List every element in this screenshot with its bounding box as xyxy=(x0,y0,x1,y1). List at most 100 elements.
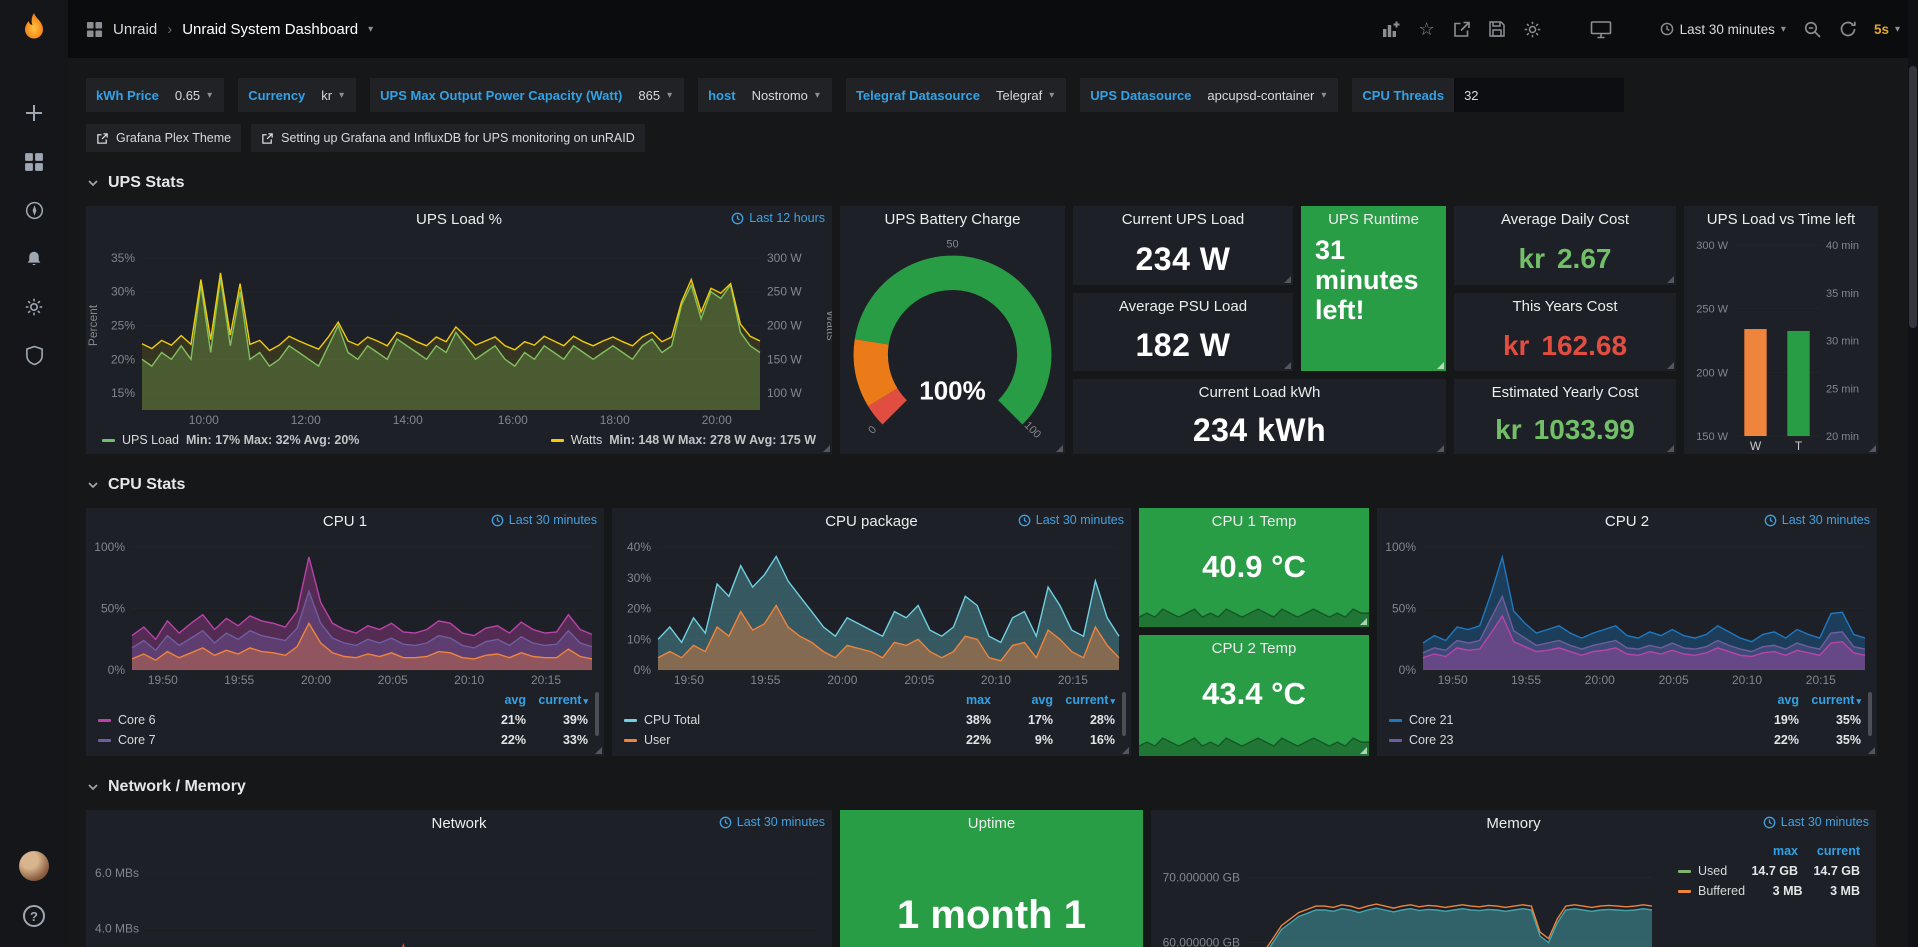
legend-sort-current[interactable]: current ▾ xyxy=(1065,693,1115,707)
variable-value-dropdown[interactable]: apcupsd-container ▾ xyxy=(1207,87,1327,103)
configuration-gear-icon[interactable] xyxy=(24,297,44,317)
variable-value-dropdown[interactable]: 0.65 ▾ xyxy=(174,87,213,103)
add-panel-icon[interactable] xyxy=(1381,19,1401,39)
legend-scrollbar[interactable] xyxy=(595,692,599,736)
legend-series-toggle[interactable]: Core 6 xyxy=(98,713,464,727)
legend-sort-avg[interactable]: avg xyxy=(1031,693,1053,707)
apps-grid-icon[interactable] xyxy=(86,21,103,38)
panel-title[interactable]: Current UPS Load xyxy=(1121,211,1245,228)
panel-title[interactable]: Estimated Yearly Cost xyxy=(1491,384,1639,401)
explore-compass-icon[interactable] xyxy=(24,200,45,221)
cycle-view-monitor-icon[interactable] xyxy=(1590,20,1612,39)
panel-title[interactable]: CPU 1 xyxy=(322,513,368,530)
legend-sort-current[interactable]: current ▾ xyxy=(538,693,588,707)
legend-item-ups-load[interactable]: UPS Load Min: 17% Max: 32% Avg: 20% xyxy=(102,433,359,447)
cpu1-chart[interactable]: 0% 50% 100% 19:50 19:55 20:00 20:05 20:10 20:15 xyxy=(86,535,604,688)
alerting-bell-icon[interactable] xyxy=(24,249,44,269)
legend-series-toggle[interactable]: CPU Total xyxy=(624,713,929,727)
legend-series-toggle[interactable]: User xyxy=(624,733,929,747)
variable-ups-datasource[interactable]: UPS Datasource apcupsd-container ▾ xyxy=(1080,78,1339,112)
panel-title[interactable]: UPS Runtime xyxy=(1328,211,1419,228)
save-icon[interactable] xyxy=(1488,20,1506,38)
dashboard-settings-gear-icon[interactable] xyxy=(1523,20,1542,39)
legend-series-toggle[interactable]: Buffered xyxy=(1678,884,1745,898)
panel-title[interactable]: Average PSU Load xyxy=(1118,298,1248,315)
battery-gauge[interactable]: 0 50 100 100% xyxy=(840,233,1065,454)
panel-title[interactable]: CPU 1 Temp xyxy=(1211,513,1297,530)
legend-series-toggle[interactable]: Core 21 xyxy=(1389,713,1737,727)
cpu-package-chart[interactable]: 0% 10% 20% 30% 40% 19:50 19:55 20:00 20:05 20:10 2… xyxy=(612,535,1131,688)
refresh-interval-picker[interactable]: 5s ▾ xyxy=(1874,22,1900,37)
variable-kwh-price[interactable]: kWh Price 0.65 ▾ xyxy=(86,78,225,112)
cpu-threads-input[interactable] xyxy=(1454,78,1625,112)
panel-title[interactable]: CPU package xyxy=(825,513,918,530)
variable-value-dropdown[interactable]: kr ▾ xyxy=(321,87,345,103)
dashboards-icon[interactable] xyxy=(24,152,44,172)
panel-title[interactable]: Memory xyxy=(1486,815,1541,832)
legend-series-toggle[interactable]: Core 23 xyxy=(1389,733,1737,747)
panel-time-override[interactable]: Last 30 minutes xyxy=(1763,815,1869,829)
legend-sort-avg[interactable]: avg xyxy=(1777,693,1799,707)
legend-sort-current[interactable]: current ▾ xyxy=(1811,693,1861,707)
server-admin-shield-icon[interactable] xyxy=(25,345,44,366)
legend-sort-max[interactable]: max xyxy=(1772,844,1798,858)
panel-title[interactable]: CPU 2 Temp xyxy=(1211,640,1297,657)
ups-load-chart[interactable]: 15% 20% 25% 30% 35% 100 W 150 W 200 W 250 W 300 W… xyxy=(86,233,832,428)
share-icon[interactable] xyxy=(1452,20,1471,39)
variable-host[interactable]: host Nostromo ▾ xyxy=(698,78,832,112)
panel-time-override[interactable]: Last 30 minutes xyxy=(719,815,825,829)
legend-row: Core 6 21% 39% xyxy=(98,710,588,730)
panel-time-override[interactable]: Last 30 minutes xyxy=(491,513,597,527)
legend-item-watts[interactable]: Watts Min: 148 W Max: 278 W Avg: 175 W xyxy=(550,433,816,447)
panel-title[interactable]: This Years Cost xyxy=(1512,298,1618,315)
panel-title[interactable]: UPS Battery Charge xyxy=(884,211,1021,228)
help-icon[interactable]: ? xyxy=(23,905,45,927)
variable-telegraf-datasource[interactable]: Telegraf Datasource Telegraf ▾ xyxy=(845,78,1067,112)
zoom-out-icon[interactable] xyxy=(1803,20,1822,39)
panel-time-override[interactable]: Last 12 hours xyxy=(731,211,825,225)
sidebar-bottom: ? xyxy=(19,851,49,927)
section-ups-stats[interactable]: UPS Stats xyxy=(86,168,1900,198)
panel-time-override[interactable]: Last 30 minutes xyxy=(1764,513,1870,527)
variable-value-dropdown[interactable]: Telegraf ▾ xyxy=(995,87,1055,103)
time-range-picker[interactable]: Last 30 minutes ▾ xyxy=(1660,22,1786,37)
panel-time-override[interactable]: Last 30 minutes xyxy=(1018,513,1124,527)
breadcrumb-folder[interactable]: Unraid xyxy=(113,20,158,38)
legend-scrollbar[interactable] xyxy=(1868,692,1872,736)
page-scrollbar[interactable] xyxy=(1908,0,1918,947)
panel-title[interactable]: UPS Load % xyxy=(416,211,502,228)
svg-text:20%: 20% xyxy=(111,352,135,366)
dashboard-title[interactable]: Unraid System Dashboard xyxy=(182,20,359,38)
variable-currency[interactable]: Currency kr ▾ xyxy=(238,78,357,112)
star-icon[interactable]: ☆ xyxy=(1418,19,1435,39)
panel-title[interactable]: UPS Load vs Time left xyxy=(1706,211,1856,228)
legend-sort-avg[interactable]: avg xyxy=(504,693,526,707)
legend-scrollbar[interactable] xyxy=(1122,692,1126,736)
scrollbar-thumb[interactable] xyxy=(1909,66,1917,328)
grafana-logo[interactable] xyxy=(0,0,68,58)
dashboard-link-plex-theme[interactable]: Grafana Plex Theme xyxy=(86,124,242,152)
panel-title[interactable]: Network xyxy=(431,815,487,832)
section-network-memory[interactable]: Network / Memory xyxy=(86,772,1900,802)
variable-value-dropdown[interactable]: Nostromo ▾ xyxy=(751,87,820,103)
legend-series-toggle[interactable]: Core 7 xyxy=(98,733,464,747)
legend-series-toggle[interactable]: Used xyxy=(1678,864,1736,878)
refresh-icon[interactable] xyxy=(1839,20,1857,38)
panel-title[interactable]: Current Load kWh xyxy=(1198,384,1321,401)
user-avatar[interactable] xyxy=(19,851,49,881)
variable-value-dropdown[interactable]: 865 ▾ xyxy=(638,87,673,103)
panel-title[interactable]: CPU 2 xyxy=(1604,513,1650,530)
variable-cpu-threads[interactable]: CPU Threads xyxy=(1352,78,1625,112)
dashboard-link-ups-guide[interactable]: Setting up Grafana and InfluxDB for UPS … xyxy=(251,124,645,152)
section-cpu-stats[interactable]: CPU Stats xyxy=(86,470,1900,500)
legend-sort-current[interactable]: current xyxy=(1816,844,1860,858)
variable-ups-max-output[interactable]: UPS Max Output Power Capacity (Watt) 865… xyxy=(370,78,685,112)
load-vs-time-bar-chart[interactable]: 150 W 200 W 250 W 300 W 20 min 25 min 30 min 35… xyxy=(1684,233,1878,454)
panel-title[interactable]: Average Daily Cost xyxy=(1500,211,1630,228)
legend-sort-max[interactable]: max xyxy=(965,693,991,707)
create-plus-icon[interactable] xyxy=(23,102,45,124)
panel-title[interactable]: Uptime xyxy=(967,815,1016,832)
cpu2-chart[interactable]: 0% 50% 100% 19:50 19:55 20:00 20:05 20:10 20:15 xyxy=(1377,535,1877,688)
